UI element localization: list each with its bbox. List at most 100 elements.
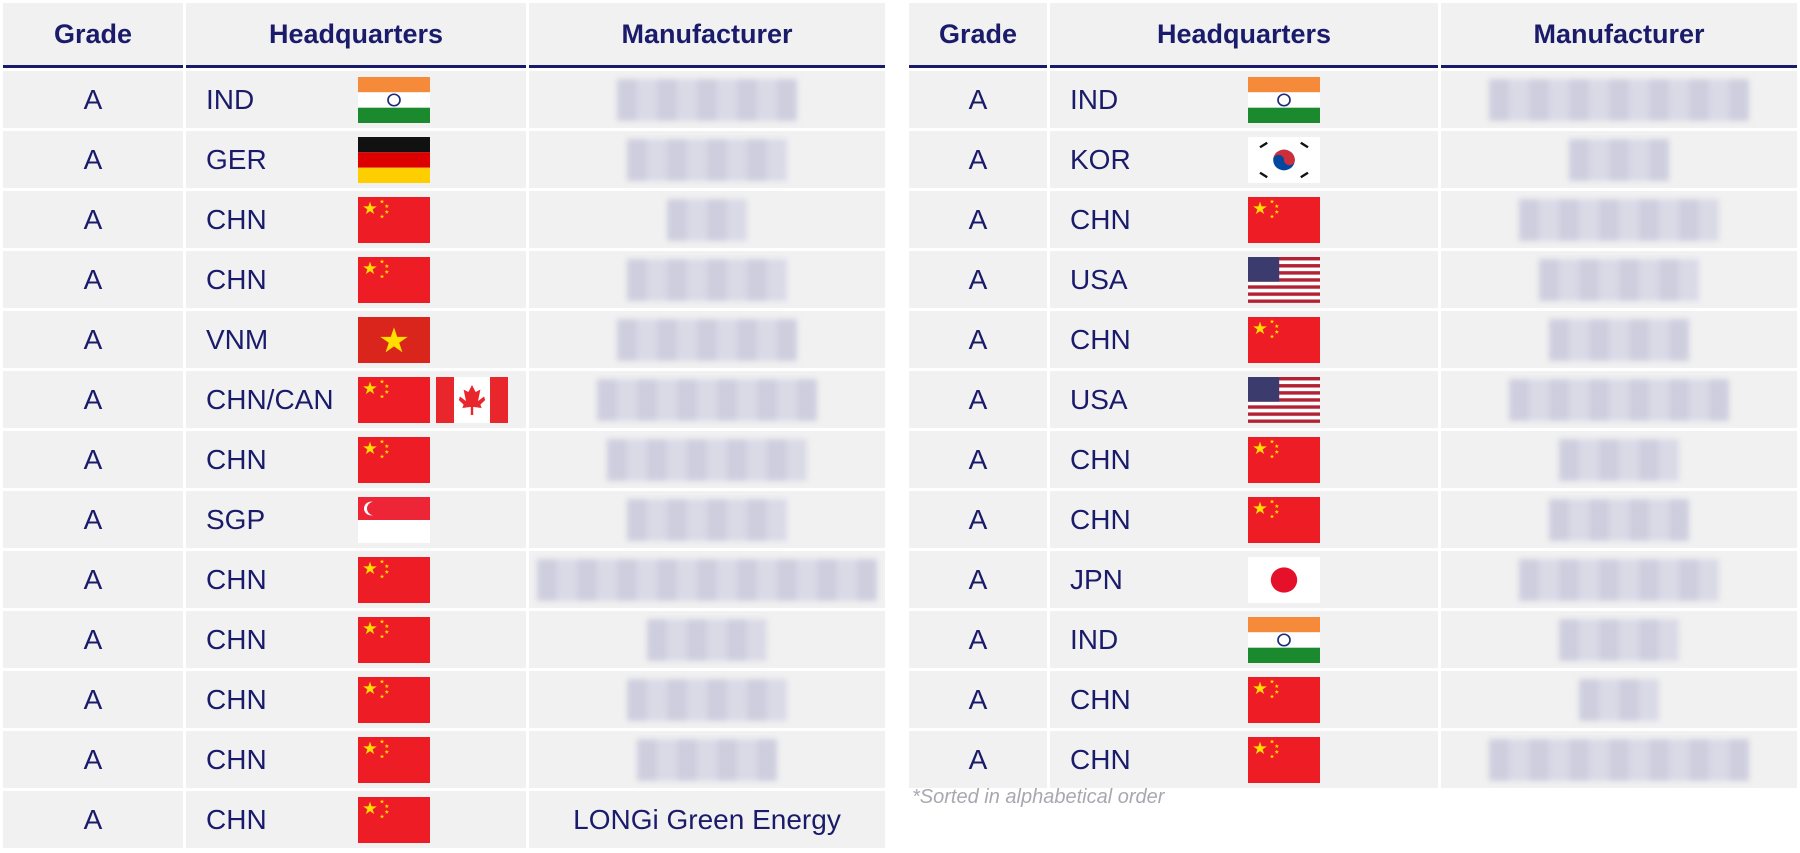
flag-icon (358, 317, 430, 363)
flag-icon (1248, 197, 1320, 243)
header-cell: Manufacturer (529, 3, 885, 68)
manufacturer-cell (529, 311, 885, 368)
table-row: A CHN (3, 431, 885, 488)
manufacturer-cell (1441, 731, 1797, 788)
blurred-name (637, 738, 777, 781)
manufacturer-cell (1441, 431, 1797, 488)
blurred-name (647, 618, 767, 661)
headquarters-cell: CHN (186, 251, 526, 308)
blurred-name (627, 258, 787, 301)
table-row: A IND (909, 611, 1797, 668)
table-row: A USA (909, 251, 1797, 308)
table-row: A CHN (909, 311, 1797, 368)
manufacturer-cell (1441, 311, 1797, 368)
headquarters-cell: CHN (1050, 731, 1438, 788)
flag-icon (358, 557, 430, 603)
headquarters-text: CHN (1070, 203, 1131, 235)
table-row: A CHN (909, 491, 1797, 548)
grade-cell: A (909, 251, 1047, 308)
blurred-name (607, 438, 807, 481)
grade-cell: A (3, 71, 183, 128)
table-row: A CHN (909, 431, 1797, 488)
flag-icon (1248, 497, 1320, 543)
header-cell: Headquarters (186, 3, 526, 68)
header-cell: Grade (909, 3, 1047, 68)
blurred-name (1519, 198, 1719, 241)
blurred-name (617, 78, 797, 121)
blurred-name (1549, 318, 1689, 361)
manufacturer-cell (1441, 131, 1797, 188)
manufacturer-cell (529, 191, 885, 248)
table-row: A CHN (909, 731, 1797, 788)
headquarters-cell: USA (1050, 371, 1438, 428)
grade-cell: A (3, 191, 183, 248)
flag-icon (358, 797, 430, 843)
headquarters-text: CHN (1070, 683, 1131, 715)
headquarters-cell: VNM (186, 311, 526, 368)
headquarters-text: VNM (206, 323, 269, 355)
grade-cell: A (909, 191, 1047, 248)
blurred-name (627, 138, 787, 181)
table-row: A SGP (3, 491, 885, 548)
headquarters-cell: CHN (186, 431, 526, 488)
manufacturer-cell (529, 371, 885, 428)
flag-icon (358, 617, 430, 663)
table-row: A CHN (909, 671, 1797, 728)
headquarters-cell: CHN (186, 791, 526, 848)
flag-icon (358, 76, 430, 123)
header-row: Grade Headquarters Manufacturer (3, 3, 885, 68)
grade-cell: A (909, 71, 1047, 128)
blurred-name (1559, 618, 1679, 661)
right-table: Grade Headquarters Manufacturer A IND A KOR… (906, 0, 1800, 791)
footnote: *Sorted in alphabetical order (912, 786, 1165, 808)
table-row: A CHN (3, 611, 885, 668)
grade-cell: A (909, 371, 1047, 428)
grade-cell: A (3, 311, 183, 368)
table-row: A GER (3, 131, 885, 188)
headquarters-text: IND (1070, 83, 1119, 115)
manufacturer-cell (529, 491, 885, 548)
flag-icon (1248, 737, 1320, 783)
flag-icon (1248, 677, 1320, 723)
blurred-name (1569, 138, 1669, 181)
flag-icon (436, 376, 508, 423)
grade-cell: A (3, 251, 183, 308)
flag-icon (358, 677, 430, 723)
table-row: A CHN (3, 671, 885, 728)
blurred-name (1509, 378, 1729, 421)
flag-icon (1248, 256, 1320, 303)
headquarters-text: IND (1070, 623, 1119, 655)
blurred-name (1559, 438, 1679, 481)
table-row: A CHN (3, 551, 885, 608)
flag-icon (1248, 556, 1320, 603)
manufacturer-cell (529, 551, 885, 608)
header-cell: Manufacturer (1441, 3, 1797, 68)
blurred-name (617, 318, 797, 361)
grade-cell: A (909, 611, 1047, 668)
headquarters-cell: SGP (186, 491, 526, 548)
table-row: A IND (909, 71, 1797, 128)
headquarters-text: CHN (206, 203, 267, 235)
manufacturer-cell (1441, 371, 1797, 428)
manufacturer-cell (529, 731, 885, 788)
headquarters-text: GER (206, 143, 267, 175)
flag-icon (358, 197, 430, 243)
table-row: A CHN (3, 191, 885, 248)
blurred-name (1549, 498, 1689, 541)
headquarters-cell: JPN (1050, 551, 1438, 608)
grade-cell: A (3, 371, 183, 428)
headquarters-text: CHN (206, 443, 267, 475)
blurred-name (627, 678, 787, 721)
table-row: A CHN (909, 191, 1797, 248)
headquarters-cell: CHN (1050, 311, 1438, 368)
grade-cell: A (909, 731, 1047, 788)
table-row: A USA (909, 371, 1797, 428)
grade-cell: A (909, 491, 1047, 548)
headquarters-cell: CHN (1050, 191, 1438, 248)
headquarters-cell: CHN (186, 611, 526, 668)
grade-cell: A (3, 671, 183, 728)
flag-icon (358, 737, 430, 783)
grade-cell: A (909, 671, 1047, 728)
headquarters-text: CHN (206, 683, 267, 715)
